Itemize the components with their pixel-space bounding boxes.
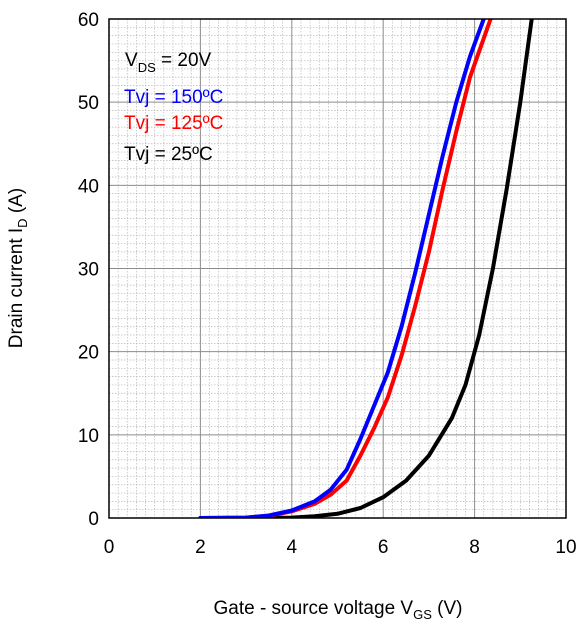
major-grid <box>109 19 566 518</box>
y-tick-label: 0 <box>88 509 99 530</box>
y-tick-label: 30 <box>78 260 99 281</box>
x-tick-label: 10 <box>555 537 576 558</box>
series-layer <box>198 19 534 518</box>
y-tick-label: 50 <box>78 93 99 114</box>
y-tick-label: 10 <box>78 426 99 447</box>
legend: VDS = 20V Tvj = 150ºC Tvj = 125ºC Tvj = … <box>124 50 223 165</box>
x-tick-label: 4 <box>287 537 298 558</box>
y-tick-label: 20 <box>78 343 99 364</box>
y-tick-label: 60 <box>78 10 99 31</box>
series-line-25 <box>198 19 534 518</box>
x-tick-label: 6 <box>378 537 389 558</box>
x-axis-label: Gate - source voltage VGS (V) <box>213 598 462 622</box>
legend-entry-125: Tvj = 125ºC <box>124 113 223 134</box>
legend-entry-150: Tvj = 150ºC <box>124 87 223 108</box>
plot-frame <box>108 18 567 519</box>
tick-labels: 0 2 4 6 8 10 0 10 20 30 40 50 60 <box>78 10 577 558</box>
x-tick-label: 0 <box>104 537 115 558</box>
x-tick-label: 2 <box>195 537 206 558</box>
x-tick-label: 8 <box>469 537 480 558</box>
condition-label: VDS = 20V <box>125 50 212 75</box>
legend-entry-25: Tvj = 25ºC <box>124 144 213 165</box>
y-tick-label: 40 <box>78 176 99 197</box>
y-axis-label: Drain current ID (A) <box>6 188 30 348</box>
series-line-150 <box>198 19 486 518</box>
